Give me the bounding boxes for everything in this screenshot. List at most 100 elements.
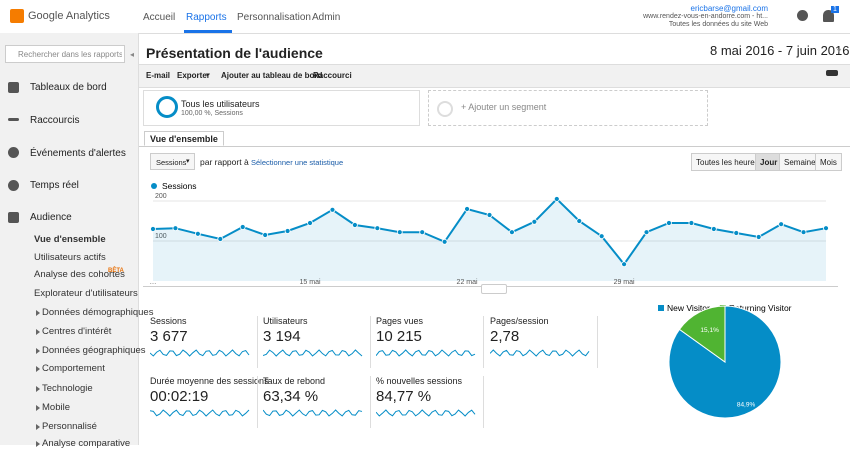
action[interactable]: Exporter [177,71,210,80]
sub-item[interactable]: Explorateur d'utilisateurs [34,288,138,299]
icon [8,180,19,191]
nav-item[interactable]: Admin [312,12,341,23]
sparkline [376,349,476,357]
add-segment[interactable] [428,90,708,126]
nav-item[interactable]: Événements d'alertes [30,148,126,159]
legend-swatch [658,305,664,311]
legend-dot [151,183,157,189]
expand [36,424,40,430]
area [153,199,826,281]
expand [36,405,40,411]
point [553,196,560,202]
sub-item[interactable]: Analyse comparative [42,438,131,449]
sub-item[interactable]: Données démographiques [42,307,154,318]
tab-line [139,146,850,147]
search-box[interactable] [5,45,125,63]
cap-icon[interactable] [826,70,838,76]
nav-item[interactable]: Raccourcis [30,115,80,126]
nav-item[interactable]: Accueil [143,12,176,23]
page-title: Présentation de l'audience [146,45,323,61]
metric-value: 10 215 [376,328,422,345]
logo-icon [10,9,24,23]
pie-slice [678,305,726,363]
nav-item[interactable]: Temps réel [30,180,79,191]
point [598,233,605,240]
nav-item[interactable]: Audience [30,212,72,223]
add-segment-label[interactable]: + Ajouter un segment [461,102,547,112]
account-email[interactable]: ericbarse@gmail.com [690,4,768,13]
sub-item[interactable]: Vue d'ensemble [34,234,106,245]
select-metric[interactable]: Sélectionner une statistique [251,158,344,167]
sub-item[interactable]: Technologie [42,383,93,394]
metric-label: Pages/session [490,316,549,326]
sub-item[interactable]: Personnalisé [42,421,97,432]
point [531,218,538,225]
sparkline-path [376,409,476,417]
separator [257,376,258,428]
expand [36,348,40,354]
metric-value: 3 194 [263,328,301,345]
metric-label: Sessions [150,316,187,326]
action[interactable]: Raccourci [313,71,352,80]
sub-item[interactable]: Données géographiques [42,345,146,356]
sparkline [376,409,476,417]
icon [8,147,19,158]
metric-label: Pages vues [376,316,424,326]
drag-handle[interactable] [481,284,507,294]
point [329,206,336,213]
point [710,226,717,232]
point [823,225,829,232]
legend-label: New Visitor [667,303,710,313]
sub-item[interactable]: Analyse des cohortes [34,269,125,280]
sparkline [263,349,363,357]
sub-item[interactable]: Utilisateurs actifs [34,252,106,263]
sub-item[interactable]: Comportement [42,363,105,374]
point [643,229,650,236]
expand [36,441,40,447]
separator [483,376,484,428]
metric-name: Sessions [156,158,187,167]
icon [8,212,19,223]
x-tick-label: 29 mai [614,279,635,286]
point [441,238,448,245]
collapse[interactable]: ◂ [130,50,135,59]
point [733,230,740,236]
settings-icon[interactable] [797,10,808,21]
date-range[interactable]: 8 mai 2016 - 7 juin 2016 [710,43,850,58]
point [464,206,470,212]
nav-item[interactable]: Personnalisation [237,12,311,23]
action-bar [139,64,850,88]
tab[interactable]: Vue d'ensemble [144,131,224,146]
point [217,236,224,242]
point [194,230,201,237]
point [755,234,762,240]
nav-item[interactable]: Rapports [186,12,227,23]
sparkline-path [150,409,250,417]
slice-label: 84,9% [737,402,756,409]
action[interactable]: E-mail [146,71,171,80]
separator [597,316,598,368]
sub-item[interactable]: Centres d'intérêt [42,326,112,337]
metric-label: % nouvelles sessions [376,376,463,386]
compare-label: par rapport à [200,157,249,167]
nav-item[interactable]: Tableaux de bord [30,82,107,93]
segment-ring [156,96,178,118]
metric-select[interactable] [150,153,195,170]
period-button[interactable]: Toutes les heures [691,153,764,171]
bell-icon[interactable] [823,10,834,22]
action[interactable]: Ajouter au tableau de bord [221,71,323,80]
segment-detail: 100,00 %, Sessions [181,110,243,117]
segment[interactable] [143,90,420,126]
segment-name: Tous les utilisateurs [181,99,260,109]
point [374,225,381,232]
sub-item[interactable]: Mobile [42,402,70,413]
legend-label: Sessions [162,181,197,191]
icon [8,82,19,93]
point [666,220,672,226]
sparkline [263,409,363,417]
date-caret[interactable]: ▾ [837,46,842,55]
period-button[interactable]: Mois [815,153,842,171]
y-tick-label: 100 [155,233,167,240]
y-tick-label: 200 [155,193,167,200]
